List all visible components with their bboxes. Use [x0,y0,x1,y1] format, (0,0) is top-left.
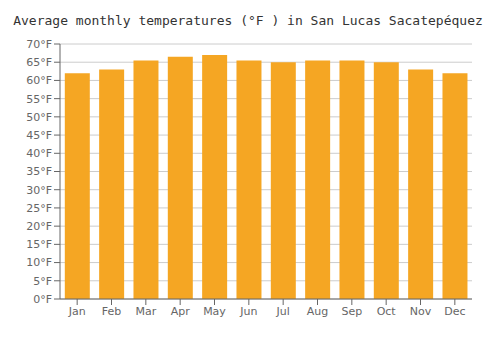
svg-text:55°F: 55°F [26,93,52,106]
svg-text:Feb: Feb [102,305,121,318]
svg-text:35°F: 35°F [26,165,52,178]
svg-text:0°F: 0°F [33,293,52,306]
svg-text:Jun: Jun [239,305,257,318]
svg-text:Apr: Apr [171,305,191,318]
svg-text:70°F: 70°F [26,38,52,51]
svg-text:50°F: 50°F [26,111,52,124]
svg-text:65°F: 65°F [26,56,52,69]
svg-text:Sep: Sep [341,305,362,318]
svg-text:Jan: Jan [68,305,86,318]
svg-text:May: May [203,305,226,318]
svg-text:60°F: 60°F [26,74,52,87]
svg-text:Nov: Nov [410,305,432,318]
svg-text:20°F: 20°F [26,220,52,233]
svg-text:5°F: 5°F [33,275,52,288]
svg-text:10°F: 10°F [26,256,52,269]
svg-text:25°F: 25°F [26,202,52,215]
html-text:Average monthly temperatures (: Average monthly temperatures (°F ) in Sa… [13,13,483,28]
svg-text:15°F: 15°F [26,238,52,251]
svg-text:40°F: 40°F [26,147,52,160]
svg-text:Jul: Jul [276,305,290,318]
svg-text:Aug: Aug [307,305,328,318]
svg-text:Mar: Mar [135,305,156,318]
svg-text:45°F: 45°F [26,129,52,142]
svg-text:Oct: Oct [377,305,397,318]
svg-text:Dec: Dec [444,305,465,318]
svg-text:30°F: 30°F [26,184,52,197]
